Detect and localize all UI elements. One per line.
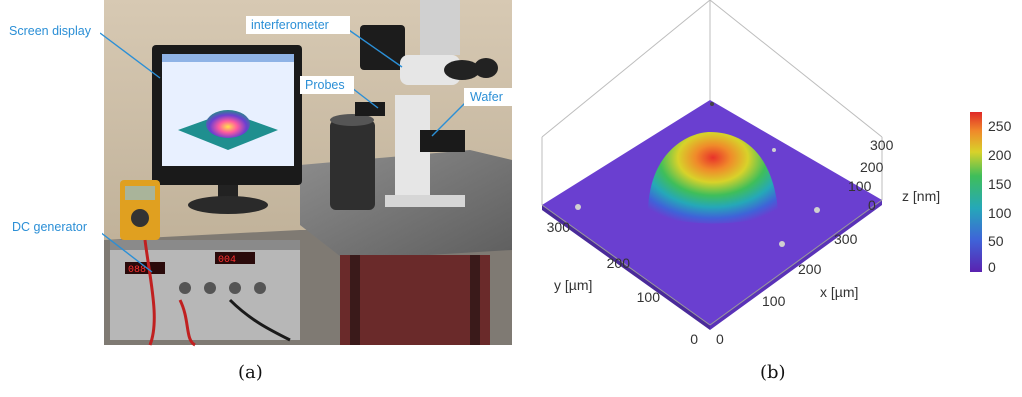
callout-probes: Probes [305, 78, 345, 92]
svg-text:100: 100 [848, 178, 872, 194]
svg-text:100: 100 [988, 205, 1012, 221]
plot-box [541, 0, 883, 325]
interferometer-microscope [330, 0, 498, 210]
svg-text:250: 250 [988, 118, 1012, 134]
callout-interferometer: interferometer [251, 18, 329, 32]
svg-text:200: 200 [988, 147, 1012, 163]
multimeter [120, 180, 160, 240]
monitor [152, 45, 302, 214]
svg-text:100: 100 [637, 289, 661, 305]
surface-plot: 300 200 100 0 y [µm] 0 100 200 300 x [µm… [541, 0, 1012, 347]
surface-plot-panel: 300 200 100 0 y [µm] 0 100 200 300 x [µm… [530, 0, 1022, 392]
lab-photo: 088 004 [4, 0, 514, 347]
svg-text:200: 200 [798, 261, 822, 277]
x-axis-ticks: 0 100 200 300 [716, 231, 858, 347]
svg-text:004: 004 [218, 255, 236, 266]
svg-text:300: 300 [547, 219, 571, 235]
z-axis-label: z [nm] [902, 188, 940, 204]
svg-text:300: 300 [834, 231, 858, 247]
surface-dome [648, 132, 778, 224]
svg-text:200: 200 [860, 159, 884, 175]
x-axis-label: x [µm] [820, 284, 858, 300]
svg-text:50: 50 [988, 233, 1004, 249]
svg-text:088: 088 [128, 265, 146, 276]
callout-screen-display: Screen display [9, 24, 92, 38]
svg-text:300: 300 [870, 137, 894, 153]
callout-dc-generator: DC generator [12, 220, 87, 234]
svg-text:200: 200 [607, 255, 631, 271]
svg-text:0: 0 [988, 259, 996, 275]
svg-text:0: 0 [868, 197, 876, 213]
svg-text:0: 0 [690, 331, 698, 347]
colorbar [970, 112, 982, 272]
svg-text:0: 0 [716, 331, 724, 347]
caption-b: (b) [760, 362, 786, 383]
z-axis-ticks: 0 100 200 300 [848, 137, 894, 213]
photo-panel: 088 004 [4, 0, 514, 347]
y-axis-label: y [µm] [554, 277, 592, 293]
svg-text:150: 150 [988, 176, 1012, 192]
callout-labels: Screen display interferometer Probes Waf… [4, 16, 514, 236]
dc-generator: 088 004 [110, 239, 300, 347]
svg-text:100: 100 [762, 293, 786, 309]
colorbar-ticks: 250 200 150 100 50 0 [988, 118, 1012, 275]
y-axis-ticks: 300 200 100 0 [547, 219, 699, 347]
caption-a: (a) [238, 362, 263, 383]
callout-wafer: Wafer [470, 90, 503, 104]
